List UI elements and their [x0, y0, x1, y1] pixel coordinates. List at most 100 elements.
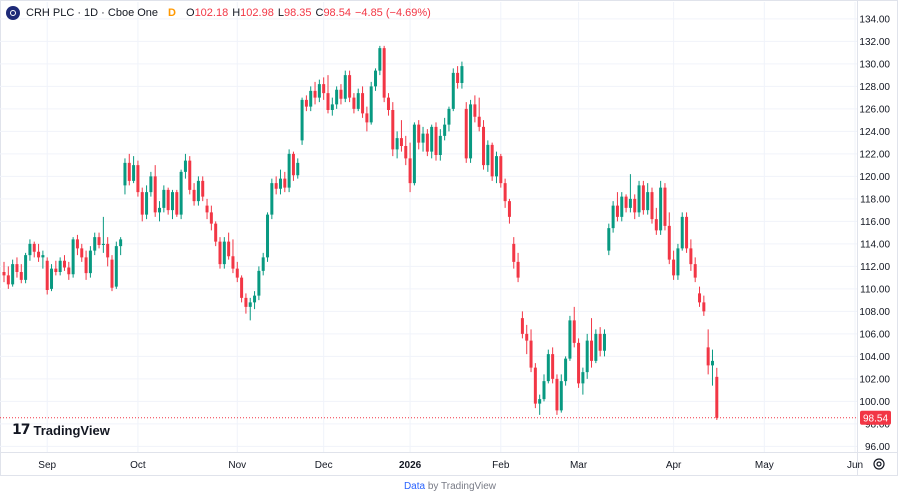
candle-body — [291, 153, 295, 176]
candle — [399, 120, 403, 152]
candle — [456, 66, 460, 89]
candle — [525, 324, 529, 355]
candle — [693, 257, 697, 283]
candle-body — [257, 270, 261, 296]
crh-logo-icon — [6, 6, 20, 20]
candle — [520, 311, 524, 339]
candle — [590, 318, 594, 368]
last-price-badge — [860, 410, 891, 425]
candle — [62, 255, 66, 271]
candle-body — [659, 187, 663, 231]
candle-body — [378, 48, 382, 71]
candle-body — [196, 180, 200, 202]
candle — [620, 192, 624, 222]
candle-body — [412, 124, 416, 184]
candle — [659, 180, 663, 235]
candle-body — [352, 97, 356, 109]
candle — [149, 171, 153, 197]
candle — [201, 176, 205, 202]
candle-body — [663, 187, 667, 226]
candle — [378, 45, 382, 76]
candle — [97, 232, 101, 249]
price-tick-label: 132.00 — [859, 37, 890, 48]
candle-body — [425, 133, 429, 152]
candle-body — [633, 198, 637, 213]
price-tick-label: 130.00 — [859, 59, 890, 70]
candle — [50, 264, 54, 292]
candle — [382, 45, 386, 103]
candle — [322, 77, 326, 100]
candle — [425, 129, 429, 157]
candle-body — [339, 89, 343, 99]
candle — [101, 216, 105, 253]
candle — [602, 329, 606, 357]
candle-body — [93, 237, 97, 251]
candle — [218, 237, 222, 269]
candle — [421, 126, 425, 152]
candle-body — [287, 153, 291, 188]
candle — [607, 223, 611, 256]
candlestick-chart[interactable]: 96.00 98.00 100.00 102.00 104.00 106.00 108.00… — [0, 0, 900, 476]
candle — [80, 243, 84, 262]
candle-body — [451, 72, 455, 109]
candle-body — [326, 93, 330, 110]
candle — [482, 120, 486, 170]
candle-body — [365, 113, 369, 123]
candle — [244, 293, 248, 314]
candle-body — [369, 86, 373, 123]
candle-body — [555, 378, 559, 411]
candle-body — [209, 212, 213, 224]
candle — [300, 97, 304, 145]
candle — [75, 234, 79, 256]
price-tick-label: 134.00 — [859, 14, 890, 25]
candle — [257, 266, 261, 301]
tradingview-logo[interactable]: 17 TradingView — [12, 422, 110, 438]
time-axis[interactable]: Sep Oct Nov Dec 2026 Feb Mar Apr May Jun — [0, 452, 898, 472]
candle-body — [473, 104, 477, 117]
candle-body — [192, 189, 196, 202]
candle — [183, 153, 187, 179]
candle-body — [41, 255, 45, 258]
candle-body — [689, 248, 693, 265]
candle-body — [317, 84, 321, 98]
candle-body — [84, 257, 88, 274]
candle-body — [542, 381, 546, 400]
price-axis[interactable]: 96.00 98.00 100.00 102.00 104.00 106.00 108.00… — [857, 0, 892, 476]
candle — [114, 241, 118, 289]
candle — [572, 306, 576, 348]
candle — [417, 120, 421, 150]
candle-body — [54, 268, 58, 272]
candle-body — [348, 75, 352, 98]
candle-body — [322, 84, 326, 94]
chart-settings-icon[interactable] — [873, 458, 885, 470]
candle-body — [650, 192, 654, 220]
candle-body — [494, 156, 498, 177]
candle — [546, 349, 550, 384]
candle — [158, 201, 162, 222]
candle-body — [75, 239, 79, 249]
candle — [369, 81, 373, 125]
last-price-label: 98.54 — [863, 413, 888, 424]
price-tick-label: 104.00 — [859, 352, 890, 363]
candle — [663, 183, 667, 231]
candle — [365, 106, 369, 132]
candle-body — [715, 376, 719, 418]
symbol-title[interactable]: CRH PLC · 1D · Cboe One — [26, 7, 159, 19]
candle-body — [330, 104, 334, 110]
candle — [84, 250, 88, 280]
candle-body — [343, 75, 347, 99]
candle — [19, 264, 23, 284]
candle — [67, 261, 71, 280]
candle — [309, 86, 313, 112]
market-status-badge[interactable]: D — [168, 7, 176, 19]
data-link[interactable]: Data — [403, 481, 426, 492]
change-value: −4.85 (−4.69%) — [354, 7, 431, 19]
open-label: O — [186, 7, 195, 19]
candle-body — [240, 277, 244, 298]
price-tick-label: 100.00 — [859, 397, 890, 408]
candle — [37, 243, 41, 262]
time-tick-label: Mar — [570, 460, 588, 471]
candle — [335, 86, 339, 109]
candle — [175, 189, 179, 217]
attribution-text: by TradingView — [427, 481, 497, 492]
